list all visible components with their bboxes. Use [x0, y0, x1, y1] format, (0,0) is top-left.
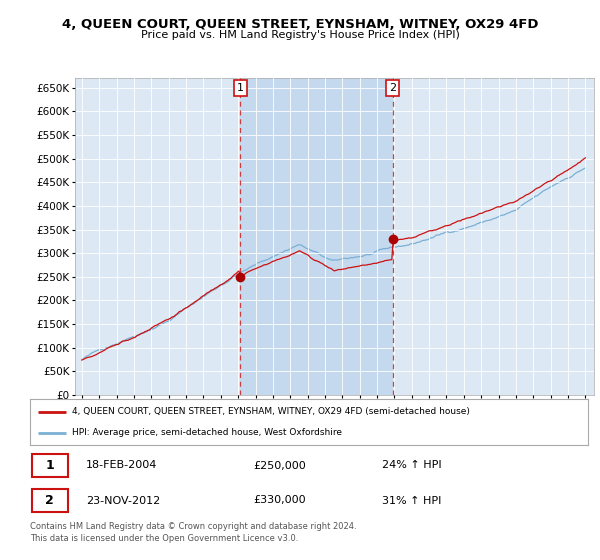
Text: Price paid vs. HM Land Registry's House Price Index (HPI): Price paid vs. HM Land Registry's House … [140, 30, 460, 40]
Text: 23-NOV-2012: 23-NOV-2012 [86, 496, 160, 506]
FancyBboxPatch shape [32, 489, 68, 512]
Text: 2: 2 [46, 494, 54, 507]
Bar [240, 78, 392, 395]
FancyBboxPatch shape [32, 454, 68, 477]
Text: Contains HM Land Registry data © Crown copyright and database right 2024.
This d: Contains HM Land Registry data © Crown c… [30, 522, 356, 543]
Text: 24% ↑ HPI: 24% ↑ HPI [382, 460, 441, 470]
Text: 1: 1 [46, 459, 54, 472]
Text: 4, QUEEN COURT, QUEEN STREET, EYNSHAM, WITNEY, OX29 4FD (semi-detached house): 4, QUEEN COURT, QUEEN STREET, EYNSHAM, W… [72, 407, 470, 416]
Text: 2: 2 [389, 83, 396, 93]
Text: 4, QUEEN COURT, QUEEN STREET, EYNSHAM, WITNEY, OX29 4FD: 4, QUEEN COURT, QUEEN STREET, EYNSHAM, W… [62, 18, 538, 31]
Text: 18-FEB-2004: 18-FEB-2004 [86, 460, 157, 470]
Text: 31% ↑ HPI: 31% ↑ HPI [382, 496, 441, 506]
Text: HPI: Average price, semi-detached house, West Oxfordshire: HPI: Average price, semi-detached house,… [72, 428, 342, 437]
Text: £250,000: £250,000 [253, 460, 306, 470]
Text: 1: 1 [237, 83, 244, 93]
Text: £330,000: £330,000 [253, 496, 306, 506]
